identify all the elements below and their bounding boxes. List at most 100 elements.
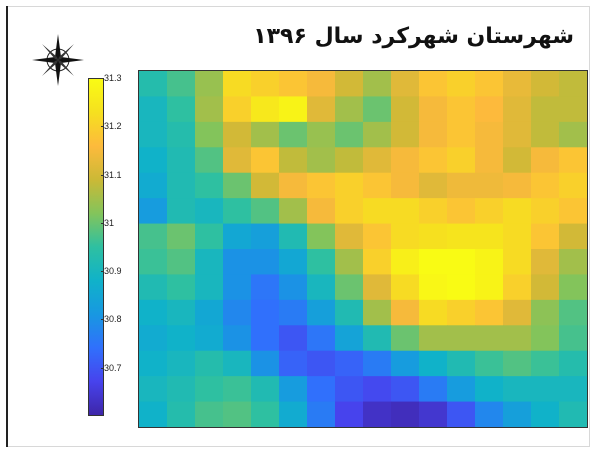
heatmap-cell bbox=[475, 121, 504, 148]
heatmap-cell bbox=[251, 172, 280, 199]
heatmap-cell bbox=[391, 96, 420, 123]
heatmap-cell bbox=[195, 71, 224, 98]
heatmap-cell bbox=[139, 299, 168, 326]
heatmap-cell bbox=[251, 198, 280, 225]
heatmap-cell bbox=[223, 147, 252, 174]
heatmap-cell bbox=[223, 299, 252, 326]
heatmap-cell bbox=[531, 121, 560, 148]
heatmap-cell bbox=[195, 376, 224, 403]
heatmap-cell bbox=[475, 96, 504, 123]
heatmap-cell bbox=[419, 325, 448, 352]
heatmap-cell bbox=[559, 71, 587, 98]
heatmap-cell bbox=[195, 147, 224, 174]
colorbar-tick-label: 30.9 bbox=[101, 266, 122, 277]
heatmap-cell bbox=[363, 350, 392, 377]
colorbar-ticks: 31.3 31.2 31.1 31 30.9 30.8 30.7 bbox=[100, 73, 134, 416]
heatmap-cell bbox=[391, 325, 420, 352]
heatmap-cell bbox=[279, 299, 308, 326]
heatmap-cell bbox=[223, 376, 252, 403]
heatmap-cell bbox=[447, 299, 476, 326]
heatmap-cell bbox=[335, 401, 364, 427]
heatmap-cell bbox=[195, 96, 224, 123]
heatmap-cell bbox=[419, 121, 448, 148]
heatmap-cell bbox=[307, 299, 336, 326]
heatmap-cell bbox=[363, 172, 392, 199]
heatmap-cell bbox=[195, 299, 224, 326]
heatmap-cell bbox=[559, 121, 587, 148]
heatmap-cell bbox=[363, 121, 392, 148]
heatmap-cell bbox=[391, 172, 420, 199]
heatmap-cell bbox=[475, 350, 504, 377]
heatmap-cell bbox=[531, 249, 560, 276]
heatmap-cell bbox=[391, 71, 420, 98]
heatmap-cell bbox=[167, 274, 196, 301]
heatmap-cell bbox=[307, 249, 336, 276]
heatmap-cell bbox=[559, 274, 587, 301]
heatmap-cell bbox=[531, 223, 560, 250]
heatmap-cell bbox=[363, 299, 392, 326]
heatmap-cell bbox=[363, 401, 392, 427]
heatmap-cell bbox=[223, 172, 252, 199]
heatmap-cell bbox=[419, 172, 448, 199]
compass-north-point bbox=[55, 34, 61, 60]
heatmap-cell bbox=[447, 376, 476, 403]
heatmap-cell bbox=[223, 350, 252, 377]
heatmap-cell bbox=[139, 350, 168, 377]
heatmap-cell bbox=[531, 198, 560, 225]
heatmap-cell bbox=[251, 376, 280, 403]
heatmap-cell bbox=[503, 223, 532, 250]
heatmap-cell bbox=[279, 376, 308, 403]
heatmap-cell bbox=[307, 401, 336, 427]
heatmap-cell bbox=[167, 96, 196, 123]
heatmap-cell bbox=[391, 121, 420, 148]
heatmap-cell bbox=[363, 223, 392, 250]
heatmap-cell bbox=[279, 172, 308, 199]
heatmap-cell bbox=[279, 198, 308, 225]
heatmap-cell bbox=[195, 350, 224, 377]
compass-nw-point bbox=[42, 44, 58, 60]
heatmap-cell bbox=[195, 325, 224, 352]
heatmap-cell bbox=[167, 172, 196, 199]
heatmap-cell bbox=[307, 376, 336, 403]
heatmap-cell bbox=[223, 325, 252, 352]
heatmap-cell bbox=[223, 198, 252, 225]
heatmap-cell bbox=[195, 249, 224, 276]
heatmap-cell bbox=[419, 401, 448, 427]
heatmap-cell bbox=[139, 325, 168, 352]
heatmap-cell bbox=[167, 350, 196, 377]
heatmap-cell bbox=[447, 172, 476, 199]
heatmap-cell bbox=[531, 299, 560, 326]
compass-east-point bbox=[58, 57, 84, 63]
compass-rose-icon bbox=[30, 32, 86, 88]
heatmap-cell bbox=[167, 376, 196, 403]
heatmap-cell bbox=[447, 249, 476, 276]
heatmap-cell bbox=[391, 401, 420, 427]
heatmap-cell bbox=[279, 223, 308, 250]
heatmap-cell bbox=[559, 147, 587, 174]
heatmap-cell bbox=[335, 198, 364, 225]
heatmap-cell bbox=[251, 249, 280, 276]
heatmap-cell bbox=[503, 249, 532, 276]
heatmap-cell bbox=[335, 147, 364, 174]
heatmap-cell bbox=[167, 121, 196, 148]
heatmap-cell bbox=[503, 121, 532, 148]
heatmap-cell bbox=[335, 71, 364, 98]
heatmap-cell bbox=[139, 71, 168, 98]
heatmap-cell bbox=[531, 274, 560, 301]
heatmap-cell bbox=[531, 96, 560, 123]
heatmap-cell bbox=[279, 325, 308, 352]
heatmap-cell bbox=[559, 325, 587, 352]
heatmap-cell bbox=[307, 325, 336, 352]
heatmap-cell bbox=[307, 121, 336, 148]
heatmap-cell bbox=[167, 147, 196, 174]
heatmap-cell bbox=[195, 198, 224, 225]
heatmap-cell bbox=[363, 274, 392, 301]
heatmap-cell bbox=[195, 121, 224, 148]
heatmap-cell bbox=[419, 71, 448, 98]
heatmap-cell bbox=[531, 350, 560, 377]
heatmap-cell bbox=[447, 121, 476, 148]
heatmap-cell bbox=[503, 71, 532, 98]
heatmap-cell bbox=[391, 376, 420, 403]
heatmap-cell bbox=[363, 249, 392, 276]
heatmap-cell bbox=[419, 350, 448, 377]
